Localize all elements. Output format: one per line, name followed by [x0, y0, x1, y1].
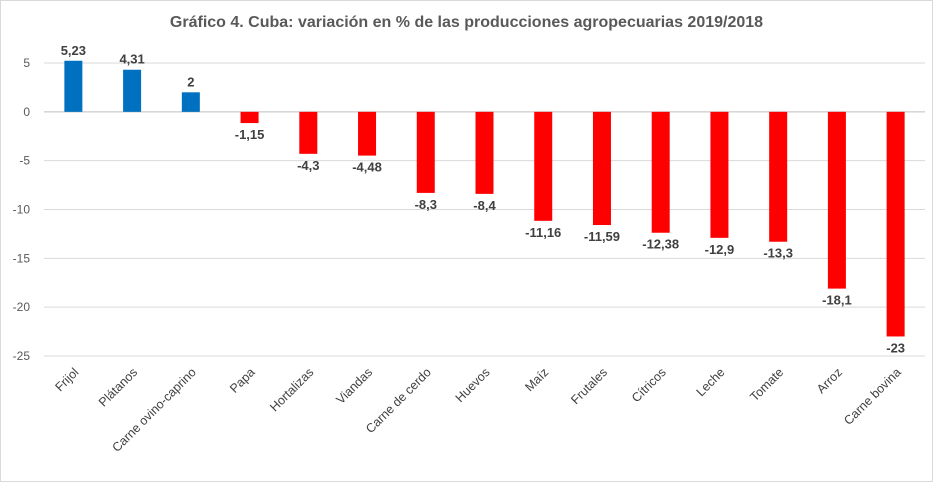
bar: [534, 111, 553, 221]
category-label: Cítricos: [629, 365, 669, 405]
category-label: Huevos: [453, 365, 493, 405]
y-tick-label: 0: [23, 105, 30, 119]
data-label: -4,48: [352, 160, 382, 175]
category-label: Papa: [227, 365, 258, 396]
bar: [769, 111, 788, 242]
data-label: 4,31: [119, 52, 144, 67]
bar: [710, 111, 729, 238]
chart-title: Gráfico 4. Cuba: variación en % de las p…: [169, 14, 764, 31]
bar: [651, 111, 670, 233]
bar: [123, 69, 142, 112]
y-tick-label: -5: [19, 154, 30, 168]
category-label: Hortalizas: [267, 365, 316, 414]
y-tick-label: -25: [13, 349, 31, 363]
data-label: -18,1: [822, 293, 852, 308]
data-label: 2: [187, 74, 194, 89]
bar: [827, 111, 846, 289]
category-label: Frutales: [568, 365, 610, 407]
category-label: Viandas: [333, 365, 375, 407]
bar: [592, 111, 611, 226]
bar: [240, 111, 259, 124]
y-tick-label: 5: [23, 56, 30, 70]
category-label: Plátanos: [96, 365, 140, 409]
category-label: Maíz: [522, 365, 551, 394]
data-label: -12,9: [705, 242, 735, 257]
y-tick-label: -10: [13, 203, 31, 217]
category-label: Tomate: [747, 365, 786, 404]
bar: [181, 92, 200, 112]
data-label: -13,3: [763, 246, 793, 261]
data-label: -11,16: [525, 225, 561, 240]
y-tick-label: -15: [13, 251, 31, 265]
data-label: -23: [886, 340, 905, 355]
bar: [358, 111, 377, 156]
bar: [64, 60, 83, 112]
category-label: Arroz: [814, 365, 845, 396]
bar: [475, 111, 494, 194]
bar: [299, 111, 318, 154]
data-label: -12,38: [642, 237, 679, 252]
category-label: Carne bovina: [841, 365, 904, 428]
data-label: 5,23: [61, 43, 86, 58]
data-label: -4,3: [297, 158, 319, 173]
data-label: -1,15: [235, 127, 265, 142]
bar: [416, 111, 435, 193]
category-label: Frijol: [52, 365, 81, 394]
data-label: -8,4: [473, 198, 496, 213]
data-label: -8,3: [415, 197, 437, 212]
y-tick-label: -20: [13, 300, 31, 314]
category-label: Leche: [694, 365, 728, 399]
data-label: -11,59: [584, 229, 620, 244]
bar: [886, 111, 905, 337]
